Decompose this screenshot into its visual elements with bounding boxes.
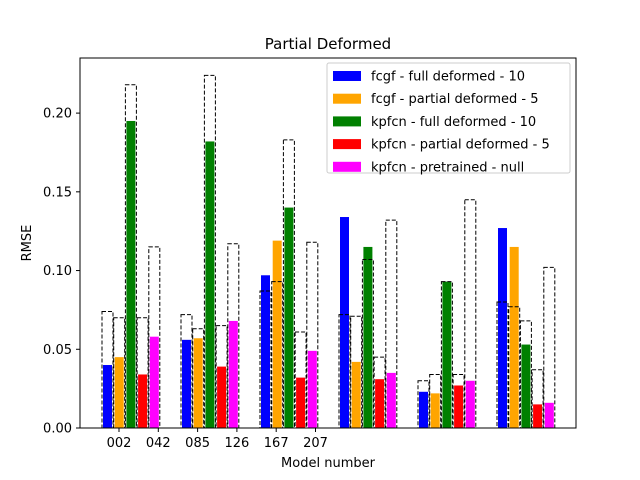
- legend-swatch-4: [333, 161, 361, 172]
- legend-frame: [326, 62, 571, 174]
- y-tick-label: 0.20: [43, 107, 72, 122]
- bar-3-4: [454, 385, 464, 428]
- bar-0-5: [498, 228, 507, 428]
- x-tick-label: 126: [224, 436, 249, 451]
- x-tick-label: 085: [185, 436, 210, 451]
- bar-outline-4-2: [306, 241, 319, 429]
- bar-4-4: [465, 380, 475, 428]
- bar-outline-3-4: [452, 373, 465, 429]
- bar-4-3: [386, 372, 396, 428]
- legend-label-0: fcgf - full deformed - 10: [371, 70, 525, 85]
- bar-2-4: [442, 281, 452, 428]
- plot-frame: [79, 57, 577, 429]
- bar-1-4: [430, 393, 440, 428]
- legend-label-2: kpfcn - full deformed - 10: [371, 115, 536, 130]
- legend-swatch-3: [333, 139, 361, 150]
- y-tick-label: 0.00: [43, 422, 72, 437]
- bar-2-5: [521, 344, 531, 428]
- bar-outline-0-5: [496, 301, 509, 429]
- legend-swatch-0: [333, 71, 361, 81]
- bar-outline-2-0: [124, 84, 137, 429]
- chart-title: Partial Deformed: [265, 35, 391, 53]
- bar-2-1: [205, 141, 215, 428]
- bar-0-0: [103, 365, 112, 428]
- bar-0-4: [419, 391, 428, 428]
- bar-3-1: [217, 366, 227, 428]
- bar-outline-3-1: [215, 325, 228, 429]
- x-tick-label: 042: [146, 436, 171, 451]
- bar-2-3: [363, 246, 373, 428]
- legend-label-3: kpfcn - partial deformed - 5: [371, 138, 550, 153]
- legend-label-4: kpfcn - pretrained - null: [371, 160, 524, 175]
- bar-3-0: [138, 374, 148, 428]
- y-tick-label: 0.05: [43, 343, 72, 358]
- bar-3-2: [296, 377, 306, 428]
- x-axis: 002 042 085 126 167 207: [107, 428, 328, 451]
- bar-1-5: [509, 246, 519, 428]
- bar-1-3: [351, 361, 361, 428]
- bar-3-5: [533, 404, 543, 428]
- bar-outline-1-4: [429, 373, 442, 429]
- legend-swatch-1: [333, 93, 361, 104]
- x-tick-label: 207: [303, 436, 328, 451]
- x-tick-label: 167: [264, 436, 289, 451]
- x-tick-label: 002: [107, 436, 132, 451]
- legend-swatch-2: [333, 116, 361, 127]
- bar-3-3: [375, 379, 385, 428]
- legend-label-1: fcgf - partial deformed - 5: [371, 92, 539, 107]
- plot-area: [101, 74, 556, 429]
- x-axis-title: Model number: [281, 456, 376, 471]
- bar-0-2: [261, 275, 270, 428]
- y-axis: 0.00 0.05 0.10 0.15 0.20: [43, 107, 80, 437]
- bar-0-1: [182, 339, 191, 428]
- bar-1-0: [114, 357, 124, 428]
- bar-4-2: [307, 350, 317, 428]
- y-tick-label: 0.10: [43, 264, 72, 279]
- bar-4-5: [544, 402, 554, 428]
- y-axis-title: RMSE: [20, 225, 35, 262]
- bar-2-2: [284, 207, 294, 428]
- legend: fcgf - full deformed - 10 fcgf - partial …: [326, 62, 571, 175]
- bar-1-1: [193, 338, 203, 428]
- bar-4-1: [228, 320, 238, 428]
- bar-2-0: [126, 120, 136, 428]
- bar-4-0: [149, 336, 159, 428]
- bar-0-3: [340, 217, 349, 428]
- bar-1-2: [272, 240, 282, 428]
- y-tick-label: 0.15: [43, 185, 72, 200]
